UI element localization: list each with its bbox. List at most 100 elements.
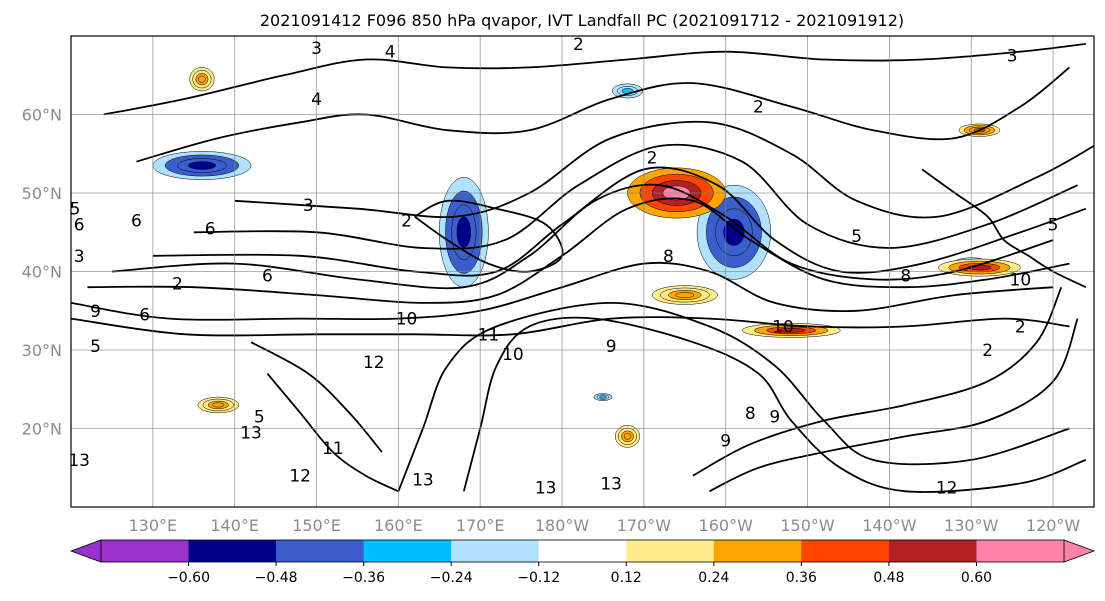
contour-line-1 [111,183,1054,290]
contour-label-39: 13 [600,474,622,494]
colorbar-tick-label-3: −0.24 [430,570,473,586]
shaded-band-13-3 [623,433,632,440]
colorbar-bin-3 [363,540,452,562]
lon-tick-label-0: 130°E [129,516,178,535]
colorbar-tick-label-0: −0.60 [167,570,210,586]
contour-label-19: 6 [262,266,273,286]
lon-tick-label-8: 150°W [780,516,835,535]
colorbar-frame [100,539,1065,563]
contour-label-15: 8 [663,247,674,267]
lat-tick-label-3: 50°N [22,184,62,203]
contour-label-25: 10 [502,345,524,365]
contour-label-32: 5 [254,408,265,428]
contour-label-17: 10 [1010,270,1032,290]
colorbar-bin-9 [888,540,977,562]
colorbar-bin-7 [713,540,802,562]
colorbar-tick-label-7: 0.36 [786,570,817,586]
contour-label-6: 2 [647,149,658,169]
contour-label-24: 11 [478,325,500,345]
lon-tick-label-2: 150°E [292,516,341,535]
shaded-band-1-3 [456,216,471,248]
contour-line-13 [136,66,1070,163]
chart-title: 2021091412 F096 850 hPa qvapor, IVT Land… [260,11,904,30]
contour-label-22: 2 [172,274,183,294]
shading-layer [152,67,1021,448]
lat-tick-label-1: 30°N [22,341,62,360]
colorbar-bin-5 [538,540,627,562]
contour-label-36: 12 [289,467,311,487]
contour-line-4 [234,120,1094,219]
colorbar-tick-label-4: −0.12 [517,570,560,586]
contour-label-10: 6 [131,211,142,231]
latitude-tick-labels: 20°N 30°N 40°N 50°N 60°N [22,106,62,439]
contour-line-6 [71,316,1070,337]
colorbar-bin-0 [101,540,189,562]
colorbar-bin-2 [276,540,364,562]
shaded-band-0-3 [187,161,216,170]
shaded-region-1 [439,177,489,288]
contour-label-8: 2 [401,211,412,231]
lon-tick-label-4: 170°E [456,516,505,535]
shaded-region-0 [152,151,252,180]
contour-label-37: 13 [412,471,434,491]
colorbar-tick-label-5: 0.12 [611,570,642,586]
contour-line-14 [103,43,1086,116]
contour-line-12 [250,341,383,453]
contour-label-18: 5 [1048,215,1059,235]
contour-label-21: 9 [90,302,101,322]
colorbar-tick-label-8: 0.48 [873,570,904,586]
contour-label-9: 6 [74,215,85,235]
shaded-band-5-3 [599,395,607,399]
lon-tick-label-1: 140°E [210,516,259,535]
contour-label-23: 10 [396,310,418,330]
shaded-region-3 [611,83,644,99]
contour-line-8 [397,301,1070,492]
shaded-region-8 [938,258,1021,277]
lon-tick-label-6: 170°W [617,516,672,535]
contour-label-5: 2 [753,98,764,118]
contour-line-0 [87,197,1070,304]
lon-tick-label-3: 160°E [374,516,423,535]
contour-label-14: 3 [74,247,85,267]
shaded-region-5 [593,393,613,401]
colorbar-tick-label-6: 0.24 [698,570,729,586]
colorbar-tick-label-1: −0.48 [255,570,298,586]
colorbar-bin-4 [451,540,540,562]
shaded-region-12 [651,285,718,305]
lat-tick-label-4: 60°N [22,106,62,125]
gridlines [71,36,1094,507]
lat-tick-label-0: 20°N [22,420,62,439]
contour-label-2: 2 [573,35,584,55]
lat-tick-label-2: 40°N [22,263,62,282]
longitude-tick-labels: 130°E 140°E 150°E 160°E 170°E 180°W 170°W 160°W… [129,516,1081,535]
shaded-band-12-3 [675,292,695,298]
lon-tick-label-7: 160°W [699,516,754,535]
contour-label-1: 4 [385,43,396,63]
contour-label-31: 12 [363,353,385,373]
contour-label-40: 12 [936,478,958,498]
contour-label-42: 8 [745,404,756,424]
shaded-region-13 [614,425,641,448]
contour-label-26: 10 [772,317,794,337]
contour-label-38: 13 [535,478,557,498]
shaded-band-7-3 [777,328,806,333]
contour-label-3: 3 [1007,47,1018,67]
contour-label-12: 5 [851,227,862,247]
contour-label-20: 6 [139,306,150,326]
contour-label-0: 3 [311,39,322,59]
contour-label-16: 8 [900,266,911,286]
colorbar-bin-8 [801,540,890,562]
contour-label-27: 9 [606,337,617,357]
lon-tick-label-11: 120°W [1026,516,1081,535]
contour-label-28: 2 [1015,317,1026,337]
lon-tick-label-5: 180°W [535,516,590,535]
shaded-region-10 [189,67,215,92]
contour-label-29: 2 [982,341,993,361]
contour-label-13: 5 [70,200,81,220]
contour-label-30: 5 [90,337,101,357]
contour-line-2 [152,166,1087,277]
shaded-region-11 [197,396,240,414]
colorbar-tick-label-9: 0.60 [961,570,992,586]
